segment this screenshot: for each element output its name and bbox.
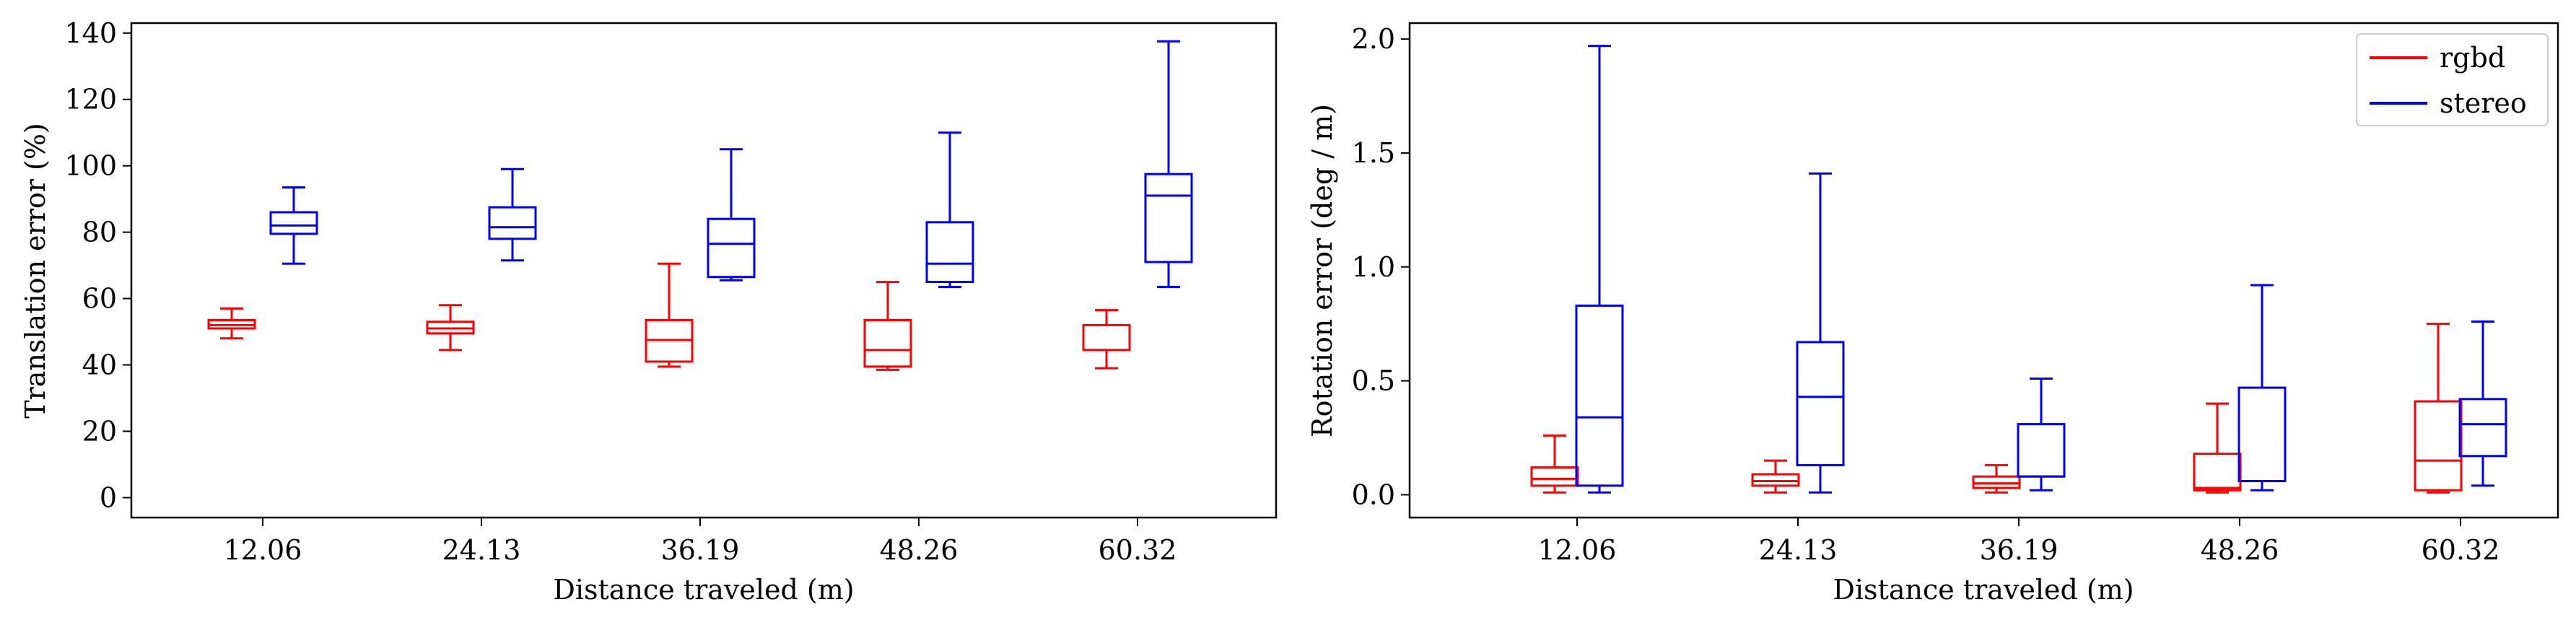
translation-error-rgbd-box xyxy=(1082,309,1131,370)
translation-error-rgbd-box xyxy=(426,304,475,352)
legend: rgbd stereo xyxy=(2356,33,2549,126)
rotation-error-y-tick-label: 2.0 xyxy=(1352,23,1395,55)
rotation-error-stereo-box xyxy=(2237,284,2287,492)
rotation-error-x-axis-label: Distance traveled (m) xyxy=(1833,574,2134,606)
translation-error-rgbd-iqr-box xyxy=(863,318,912,368)
rotation-error-rgbd-box xyxy=(1972,463,2021,494)
rotation-error-stereo-iqr-box xyxy=(2458,398,2507,458)
legend-rgbd-label: rgbd xyxy=(2440,42,2505,74)
translation-error-stereo-iqr-box xyxy=(925,221,974,284)
rotation-error-x-tick-label: 24.13 xyxy=(1759,534,1838,566)
translation-error-y-tick-label: 0 xyxy=(100,481,117,513)
rotation-error-stereo-box xyxy=(2458,320,2507,487)
rotation-error-rgbd-iqr-box xyxy=(1972,475,2021,489)
rotation-error-rgbd-iqr-box xyxy=(2414,400,2463,492)
translation-error-x-tick-label: 12.06 xyxy=(224,534,302,566)
translation-error-boxes xyxy=(207,40,1193,371)
rotation-error-rgbd-box xyxy=(2414,323,2463,494)
translation-error-x-ticks: 12.06 24.13 36.19 48.26 60.32 xyxy=(224,518,1177,566)
translation-error-y-ticks: 0 20 40 60 80 100 120 140 xyxy=(64,17,131,513)
rotation-error-panel: 0.0 0.5 1.0 1.5 2.0 12.06 24.13 36.19 48.26 60.3… xyxy=(1306,22,2559,606)
translation-error-rgbd-iqr-box xyxy=(1082,323,1131,352)
rotation-error-stereo-box xyxy=(1796,172,1845,494)
rotation-error-x-ticks: 12.06 24.13 36.19 48.26 60.32 xyxy=(1538,518,2500,566)
translation-error-y-tick-label: 80 xyxy=(82,217,117,248)
rotation-error-y-tick-label: 1.5 xyxy=(1352,137,1395,169)
rotation-error-rgbd-iqr-box xyxy=(1751,473,1800,487)
rotation-error-y-ticks: 0.0 0.5 1.0 1.5 2.0 xyxy=(1352,23,1410,510)
translation-error-stereo-box xyxy=(488,167,537,262)
rotation-error-y-tick-label: 0.5 xyxy=(1352,365,1395,397)
rotation-error-x-tick-label: 12.06 xyxy=(1538,534,1617,566)
translation-error-panel: 0 20 40 60 80 100 120 140 12.06 24.13 36.19 48.26 6… xyxy=(19,17,1278,606)
rotation-error-y-axis-label: Rotation error (deg / m) xyxy=(1306,104,1338,437)
translation-error-y-axis-label: Translation error (%) xyxy=(19,123,51,419)
rotation-error-x-tick-label: 60.32 xyxy=(2422,534,2500,566)
rotation-error-stereo-box xyxy=(1575,45,1624,494)
translation-error-stereo-box xyxy=(269,186,318,265)
rotation-error-stereo-iqr-box xyxy=(2237,386,2287,482)
translation-error-rgbd-box xyxy=(207,307,256,340)
legend-stereo-label: stereo xyxy=(2440,87,2527,119)
translation-error-stereo-box xyxy=(925,131,974,288)
rotation-error-y-tick-label: 0.0 xyxy=(1352,479,1395,510)
rotation-error-x-tick-label: 48.26 xyxy=(2201,534,2279,566)
translation-error-y-tick-label: 20 xyxy=(82,415,117,447)
translation-error-y-tick-label: 60 xyxy=(82,283,117,315)
rotation-error-stereo-iqr-box xyxy=(1575,304,1624,487)
translation-error-x-axis-label: Distance traveled (m) xyxy=(553,574,854,606)
rotation-error-rgbd-iqr-box xyxy=(2193,453,2242,492)
rotation-error-rgbd-box xyxy=(1751,459,1800,494)
rotation-error-axes-frame xyxy=(1408,22,2559,519)
rotation-error-y-tick-label: 1.0 xyxy=(1352,251,1395,283)
translation-error-x-tick-label: 36.19 xyxy=(661,534,740,566)
translation-error-axes-frame xyxy=(130,22,1278,519)
translation-error-rgbd-box xyxy=(863,281,912,371)
translation-error-y-tick-label: 120 xyxy=(64,84,117,115)
rotation-error-rgbd-box xyxy=(2193,402,2242,494)
translation-error-y-tick-label: 100 xyxy=(64,150,117,182)
translation-error-stereo-box xyxy=(1144,40,1193,288)
translation-error-x-tick-label: 24.13 xyxy=(442,534,521,566)
translation-error-y-tick-label: 140 xyxy=(64,17,117,49)
translation-error-stereo-iqr-box xyxy=(488,206,537,240)
rotation-error-stereo-iqr-box xyxy=(2017,423,2066,478)
translation-error-stereo-box xyxy=(707,148,756,282)
rotation-error-rgbd-iqr-box xyxy=(1530,466,1579,487)
translation-error-y-tick-label: 40 xyxy=(82,349,117,381)
translation-error-stereo-iqr-box xyxy=(269,211,318,235)
translation-error-stereo-iqr-box xyxy=(707,217,756,279)
rotation-error-x-tick-label: 36.19 xyxy=(1980,534,2058,566)
rotation-error-stereo-box xyxy=(2017,377,2066,492)
translation-error-stereo-iqr-box xyxy=(1144,173,1193,263)
translation-error-x-tick-label: 60.32 xyxy=(1099,534,1177,566)
rotation-error-boxes xyxy=(1530,45,2507,494)
rotation-error-rgbd-box xyxy=(1530,434,1579,494)
rotation-error-stereo-iqr-box xyxy=(1796,341,1845,466)
translation-error-rgbd-box xyxy=(645,262,694,368)
translation-error-x-tick-label: 48.26 xyxy=(880,534,959,566)
